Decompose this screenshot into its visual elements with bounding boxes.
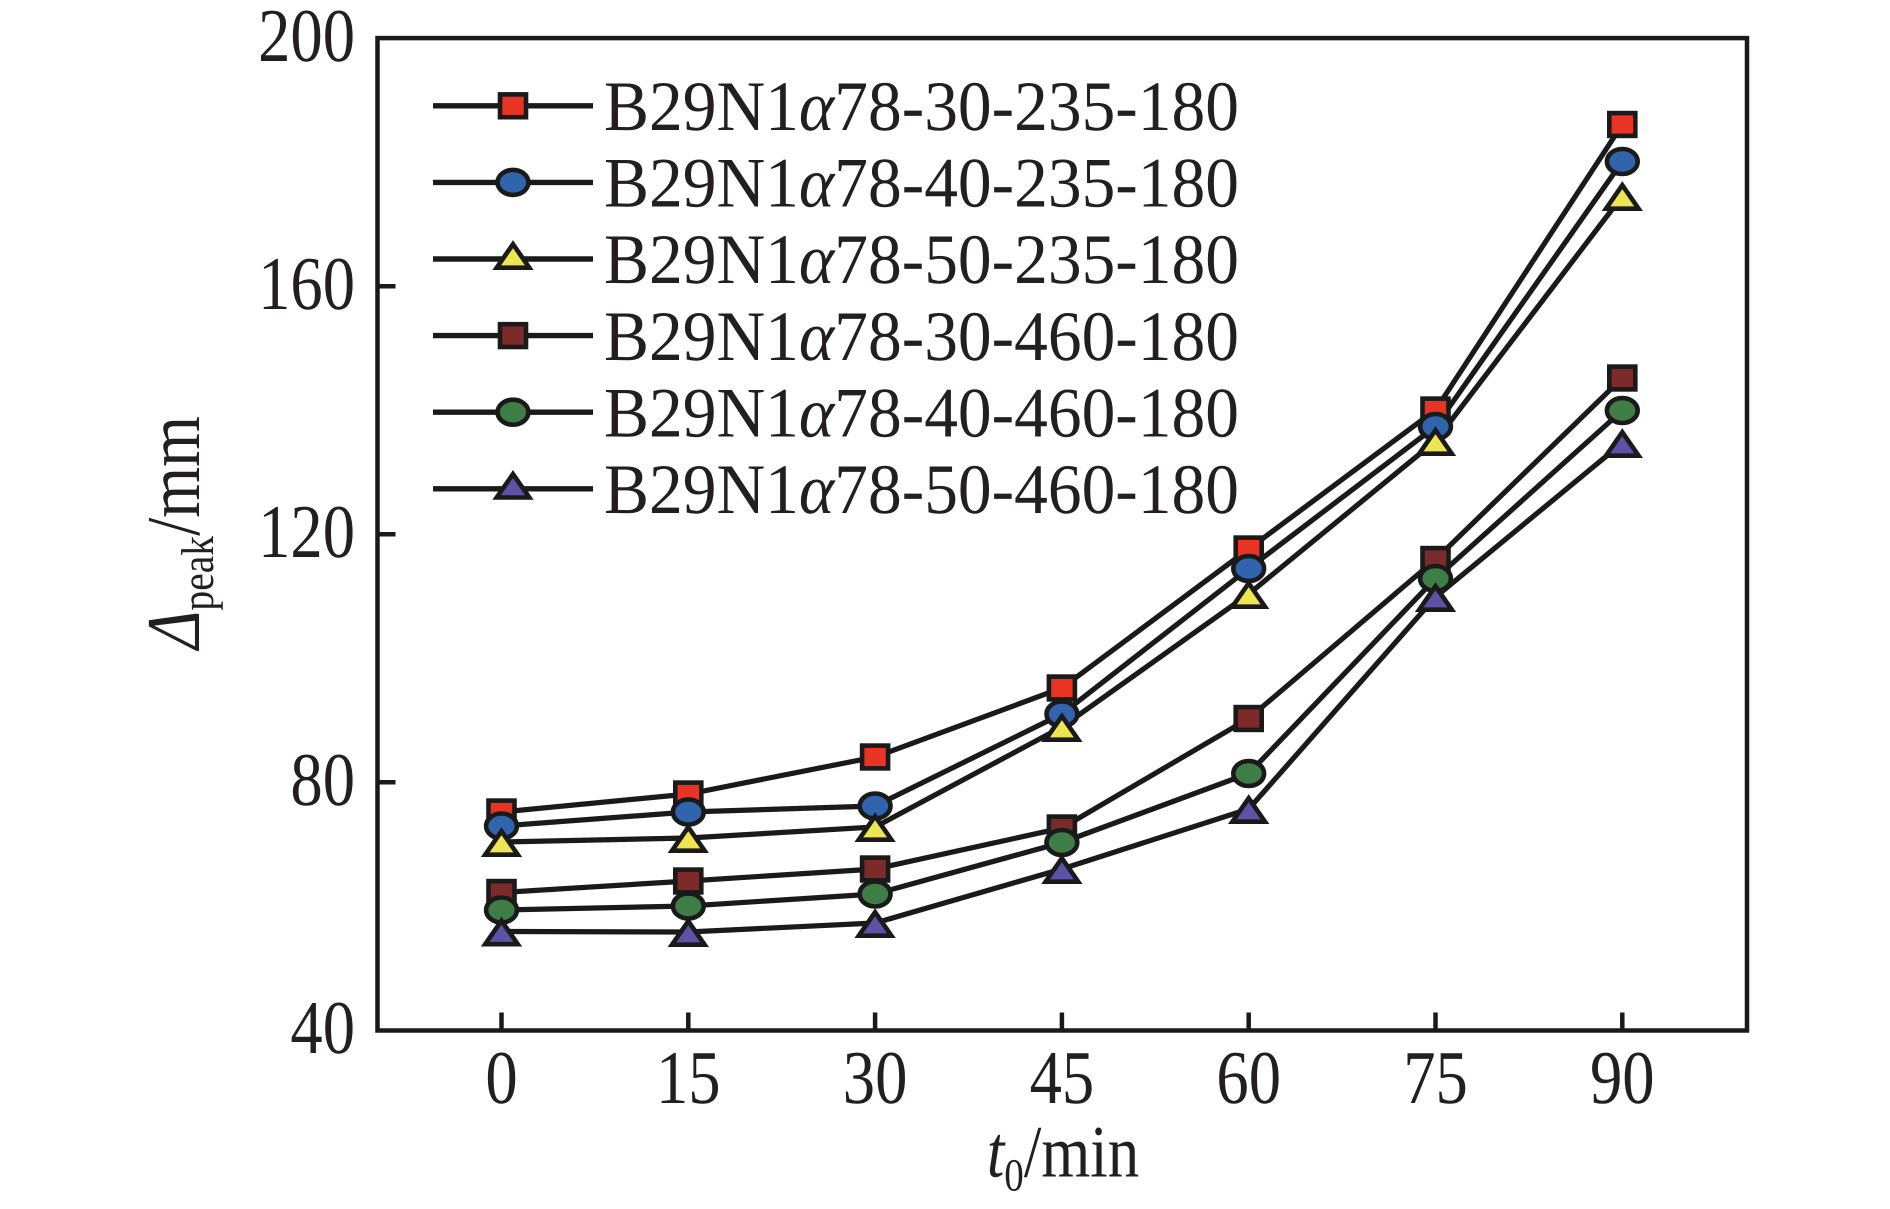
svg-text:30: 30 [843,1036,908,1120]
svg-text:15: 15 [656,1036,721,1120]
svg-text:Δpeak/mm: Δpeak/mm [132,416,223,651]
svg-text:160: 160 [258,242,355,326]
svg-text:B29N1α78-40-460-180: B29N1α78-40-460-180 [604,374,1239,452]
svg-text:120: 120 [258,490,355,574]
svg-text:t0/min: t0/min [987,1111,1139,1200]
svg-text:0: 0 [485,1036,517,1120]
svg-text:200: 200 [258,0,355,78]
svg-text:B29N1α78-30-235-180: B29N1α78-30-235-180 [604,68,1239,146]
svg-text:45: 45 [1030,1036,1095,1120]
svg-text:80: 80 [290,738,355,822]
svg-text:B29N1α78-50-460-180: B29N1α78-50-460-180 [604,451,1239,529]
svg-text:40: 40 [290,986,355,1070]
svg-text:B29N1α78-30-460-180: B29N1α78-30-460-180 [604,298,1239,376]
svg-text:90: 90 [1590,1036,1655,1120]
svg-text:75: 75 [1403,1036,1468,1120]
svg-text:B29N1α78-50-235-180: B29N1α78-50-235-180 [604,221,1239,299]
svg-text:B29N1α78-40-235-180: B29N1α78-40-235-180 [604,145,1239,223]
svg-text:60: 60 [1216,1036,1281,1120]
